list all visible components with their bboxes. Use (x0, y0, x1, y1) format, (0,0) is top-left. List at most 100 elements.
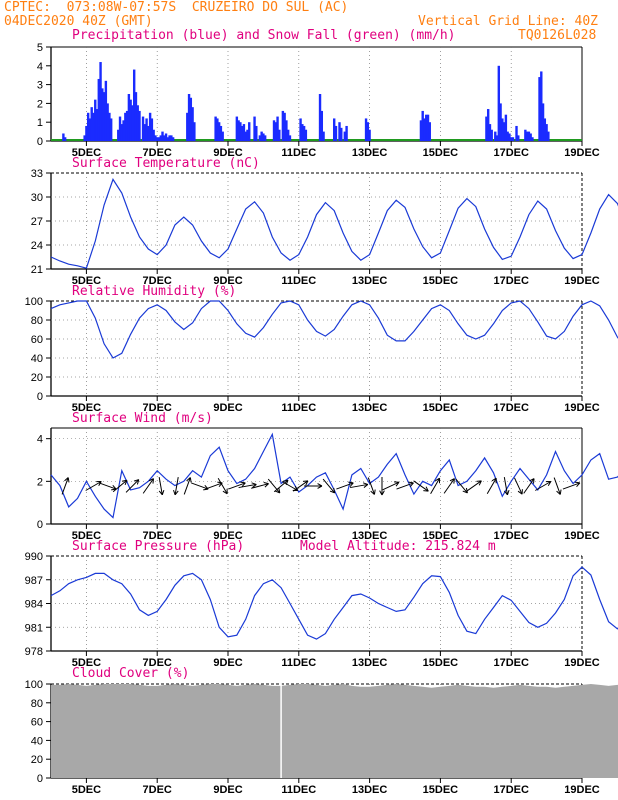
temp-x-tick-label: 11DEC (281, 275, 316, 287)
precip-bar (163, 135, 166, 141)
precip-bar (364, 118, 368, 141)
precip-bar (104, 80, 108, 141)
wind-arrow-head (408, 481, 414, 484)
wind-y-tick-label: 2 (37, 476, 43, 488)
precip-x-tick-label: 17DEC (493, 147, 529, 159)
rh-panel: 0 20 40 60 80 100 5DEC 7DEC 9DEC 11DEC 13DEC 15DEC 1… (25, 296, 618, 414)
cloud-y-tick-label: 100 (25, 679, 43, 691)
wind-arrow-head (222, 490, 228, 495)
wind-arrow (191, 482, 209, 490)
wind-arrow (99, 482, 117, 490)
precip-bar (281, 110, 285, 141)
precip-bar (244, 131, 247, 141)
wind-arrow-head (333, 487, 336, 493)
wind-arrow (322, 478, 336, 494)
precip-bar (286, 129, 290, 141)
rh-y-tick-label: 40 (31, 353, 43, 365)
precip-bar (334, 125, 338, 141)
precip-bar (85, 125, 88, 141)
precip-bar (240, 125, 244, 141)
wind-arrow (125, 479, 140, 493)
precip-bar (86, 112, 90, 141)
wind-arrow-head (161, 489, 165, 496)
precip-bar (219, 125, 223, 141)
precip-bar (426, 114, 430, 141)
rh-y-tick-label: 20 (31, 372, 43, 384)
wind-arrow (217, 477, 228, 495)
precip-bar (143, 124, 147, 141)
wind-x-tick-label: 13DEC (352, 530, 388, 542)
precip-bar (95, 109, 99, 141)
wind-arrow-head (379, 490, 383, 496)
wind-arrow-head (133, 479, 139, 482)
temp-x-tick-label: 9DEC (213, 275, 242, 287)
wind-x-tick-label: 7DEC (143, 530, 172, 542)
temp-y-tick-label: 27 (31, 216, 43, 228)
precip-bar (99, 62, 102, 141)
precip-bar (152, 129, 155, 141)
pres-x-tick-label: 7DEC (143, 657, 172, 669)
precip-bar (545, 124, 548, 141)
header-model-code: TQ0126L028 (518, 28, 597, 43)
precip-bar (285, 120, 288, 141)
precip-bar (320, 110, 324, 141)
precip-bar (506, 131, 509, 141)
precip-bar (156, 137, 159, 141)
precip-bar (97, 78, 100, 141)
wind-arrow (523, 478, 535, 494)
wind-arrow-head (174, 490, 179, 496)
wind-arrow-head (302, 480, 308, 482)
precip-bar (538, 77, 541, 141)
precip-bar (246, 129, 249, 141)
precip-bar (345, 125, 348, 141)
rh-x-tick-label: 15DEC (423, 402, 459, 414)
precip-y-tick-label: 4 (37, 61, 43, 73)
pressure-title: Surface Pressure (hPa) (72, 539, 245, 554)
precip-bar (419, 120, 423, 141)
wind-arrow (382, 481, 400, 491)
humidity-title: Relative Humidity (%) (72, 284, 237, 299)
precip-x-tick-label: 19DEC (564, 147, 600, 159)
cloud-x-tick-label: 9DEC (213, 784, 242, 796)
precip-bar (122, 120, 125, 141)
wind-arrow-head (189, 477, 192, 483)
precip-bar (494, 131, 497, 141)
wind-arrow-head (349, 482, 354, 488)
precip-bar (368, 129, 371, 141)
wind-arrow (503, 477, 508, 495)
precip-bar (486, 109, 490, 141)
pres-x-tick-label: 5DEC (72, 657, 101, 669)
precip-bar (217, 122, 221, 141)
pres-x-tick-label: 17DEC (493, 657, 529, 669)
cloud-y-tick-label: 60 (31, 717, 43, 729)
precip-y-tick-label: 5 (37, 42, 43, 54)
wind-x-tick-label: 15DEC (423, 530, 459, 542)
cloud-x-tick-label: 15DEC (423, 784, 459, 796)
wind-arrow-head (263, 482, 269, 485)
temp-title: Surface Temperature (nC) (72, 156, 260, 171)
precip-bar (193, 122, 196, 141)
wind-arrow (535, 481, 552, 491)
precip-bar (547, 131, 550, 141)
precip-bar (131, 105, 134, 141)
model-altitude: Model Altitude: 215.824 m (300, 539, 496, 554)
precip-bar (237, 120, 240, 141)
rh-x-tick-label: 11DEC (281, 402, 316, 414)
precip-bar (132, 69, 136, 141)
precip-bar (531, 137, 534, 141)
precip-bar (108, 112, 111, 141)
precip-bar (83, 135, 86, 141)
pres-series-line (50, 566, 618, 640)
wind-arrow-head (547, 481, 552, 487)
precip-bar (529, 133, 532, 141)
wind-arrow-head (425, 486, 429, 492)
precip-bar (299, 118, 302, 141)
precip-y-tick-label: 1 (37, 117, 43, 129)
precip-bar (214, 116, 217, 141)
precip-bar (94, 99, 97, 141)
precip-bar (490, 129, 493, 141)
wind-arrow-head (395, 481, 400, 487)
precip-bar (148, 112, 152, 141)
wind-arrow (238, 483, 257, 489)
